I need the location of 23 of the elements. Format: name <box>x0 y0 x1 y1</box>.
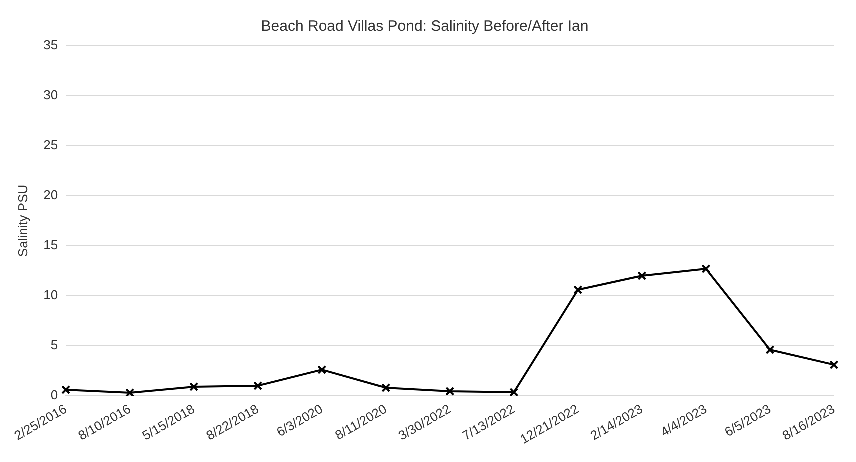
point <box>510 388 519 396</box>
point <box>318 365 327 374</box>
y-tick-label: 10 <box>44 288 58 303</box>
y-tick-label: 35 <box>44 38 58 53</box>
y-tick-label: 0 <box>50 388 58 403</box>
point <box>254 381 263 390</box>
y-tick-label: 25 <box>44 138 58 153</box>
point <box>190 382 199 392</box>
point <box>638 271 647 281</box>
y-tick-label: 30 <box>44 88 58 103</box>
y-axis-title: Salinity PSU <box>15 184 30 258</box>
y-tick-label: 5 <box>50 338 58 353</box>
point <box>126 388 135 396</box>
point <box>830 360 839 370</box>
point <box>382 383 391 392</box>
point <box>446 386 455 396</box>
point <box>62 385 71 394</box>
point <box>766 345 775 354</box>
y-tick-label: 15 <box>44 238 58 253</box>
y-tick-label: 20 <box>44 188 58 203</box>
point <box>702 264 711 274</box>
chart-title: Beach Road Villas Pond: Salinity Before/After Ian <box>261 18 589 36</box>
point <box>574 285 583 295</box>
